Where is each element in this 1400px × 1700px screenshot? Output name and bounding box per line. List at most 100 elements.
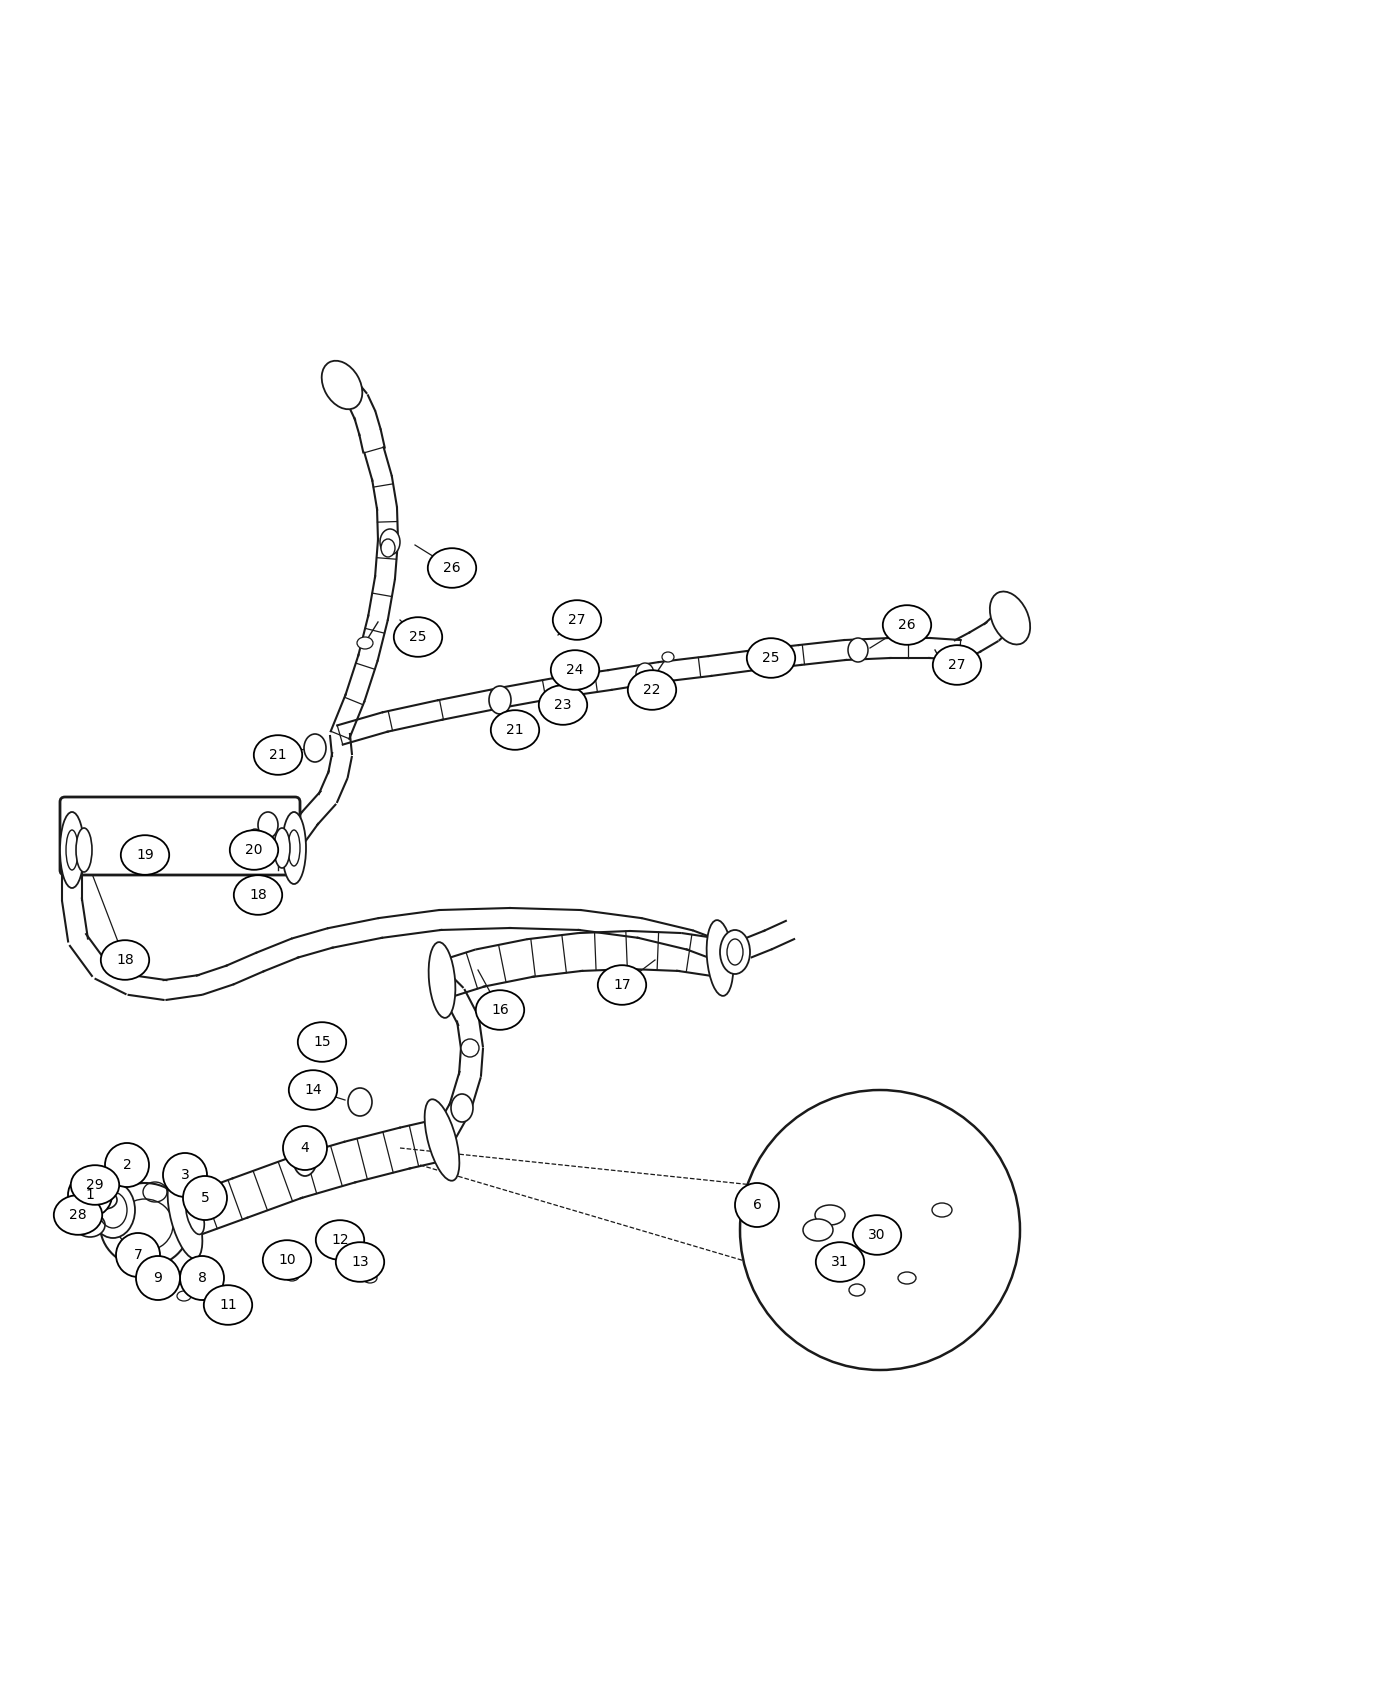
Text: 31: 31 (832, 1255, 848, 1268)
Ellipse shape (428, 942, 455, 1018)
Circle shape (283, 1125, 328, 1170)
Ellipse shape (357, 638, 372, 649)
Ellipse shape (883, 605, 931, 644)
Ellipse shape (848, 638, 868, 661)
Ellipse shape (101, 940, 150, 979)
Ellipse shape (990, 592, 1030, 644)
Ellipse shape (76, 828, 92, 872)
Circle shape (69, 1173, 112, 1217)
Ellipse shape (476, 989, 524, 1030)
Text: 18: 18 (116, 954, 134, 967)
Text: 21: 21 (507, 722, 524, 738)
Ellipse shape (71, 1164, 119, 1205)
Ellipse shape (428, 547, 476, 588)
Ellipse shape (932, 1204, 952, 1217)
Ellipse shape (263, 1241, 311, 1280)
Text: 1: 1 (85, 1188, 94, 1202)
Text: 22: 22 (643, 683, 661, 697)
Ellipse shape (815, 1205, 846, 1226)
Ellipse shape (248, 830, 262, 847)
Text: 3: 3 (181, 1168, 189, 1182)
Text: 21: 21 (269, 748, 287, 762)
Ellipse shape (120, 835, 169, 876)
Text: 14: 14 (304, 1083, 322, 1096)
Ellipse shape (720, 930, 750, 974)
Circle shape (735, 1183, 778, 1227)
Text: 11: 11 (220, 1299, 237, 1312)
Ellipse shape (379, 529, 400, 554)
Text: 25: 25 (762, 651, 780, 665)
Ellipse shape (707, 920, 734, 996)
Text: 20: 20 (245, 843, 263, 857)
Ellipse shape (316, 1221, 364, 1260)
Ellipse shape (227, 1311, 241, 1321)
Ellipse shape (322, 360, 363, 410)
Ellipse shape (60, 813, 84, 887)
Ellipse shape (636, 663, 654, 685)
Circle shape (162, 1153, 207, 1197)
Ellipse shape (76, 1214, 105, 1238)
Text: 25: 25 (409, 631, 427, 644)
Text: 4: 4 (301, 1141, 309, 1154)
Text: 9: 9 (154, 1272, 162, 1285)
Text: 16: 16 (491, 1003, 508, 1017)
Circle shape (105, 1142, 148, 1187)
Ellipse shape (363, 1273, 377, 1284)
Text: 26: 26 (444, 561, 461, 575)
Text: 17: 17 (613, 977, 631, 993)
Ellipse shape (550, 649, 599, 690)
Ellipse shape (489, 687, 511, 714)
Ellipse shape (393, 617, 442, 656)
Text: 28: 28 (69, 1209, 87, 1222)
Ellipse shape (200, 1290, 214, 1300)
Ellipse shape (336, 1243, 384, 1282)
Ellipse shape (349, 1088, 372, 1115)
Text: 10: 10 (279, 1253, 295, 1266)
Ellipse shape (897, 1272, 916, 1284)
Ellipse shape (853, 1216, 902, 1255)
Text: 18: 18 (249, 887, 267, 903)
Ellipse shape (340, 1251, 354, 1261)
Ellipse shape (204, 1285, 252, 1324)
Text: 13: 13 (351, 1255, 368, 1268)
Ellipse shape (253, 734, 302, 775)
Ellipse shape (288, 1071, 337, 1110)
Text: 19: 19 (136, 848, 154, 862)
Ellipse shape (92, 1192, 118, 1209)
Ellipse shape (182, 1171, 202, 1198)
Ellipse shape (598, 966, 647, 1005)
Ellipse shape (381, 539, 395, 558)
Ellipse shape (150, 1268, 164, 1278)
Ellipse shape (741, 1090, 1021, 1370)
FancyBboxPatch shape (60, 797, 300, 876)
Text: 12: 12 (332, 1232, 349, 1248)
Text: 6: 6 (753, 1198, 762, 1212)
Ellipse shape (99, 1183, 190, 1266)
Ellipse shape (491, 711, 539, 750)
Ellipse shape (651, 677, 669, 699)
Ellipse shape (258, 813, 279, 838)
Ellipse shape (286, 1272, 300, 1282)
Ellipse shape (746, 638, 795, 678)
Ellipse shape (293, 1141, 316, 1176)
Text: 29: 29 (87, 1178, 104, 1192)
Ellipse shape (281, 813, 307, 884)
Ellipse shape (230, 830, 279, 870)
Ellipse shape (186, 1195, 204, 1234)
Ellipse shape (932, 646, 981, 685)
Text: 23: 23 (554, 699, 571, 712)
Ellipse shape (633, 682, 647, 699)
Circle shape (136, 1256, 181, 1300)
Ellipse shape (804, 1219, 833, 1241)
Ellipse shape (662, 653, 673, 661)
Ellipse shape (451, 1095, 473, 1122)
Ellipse shape (176, 1290, 190, 1300)
Ellipse shape (939, 666, 956, 678)
Ellipse shape (627, 670, 676, 711)
Ellipse shape (424, 1100, 459, 1182)
Ellipse shape (304, 734, 326, 762)
Text: 27: 27 (568, 614, 585, 627)
Ellipse shape (206, 1197, 224, 1214)
Text: 15: 15 (314, 1035, 330, 1049)
Text: 2: 2 (123, 1158, 132, 1171)
